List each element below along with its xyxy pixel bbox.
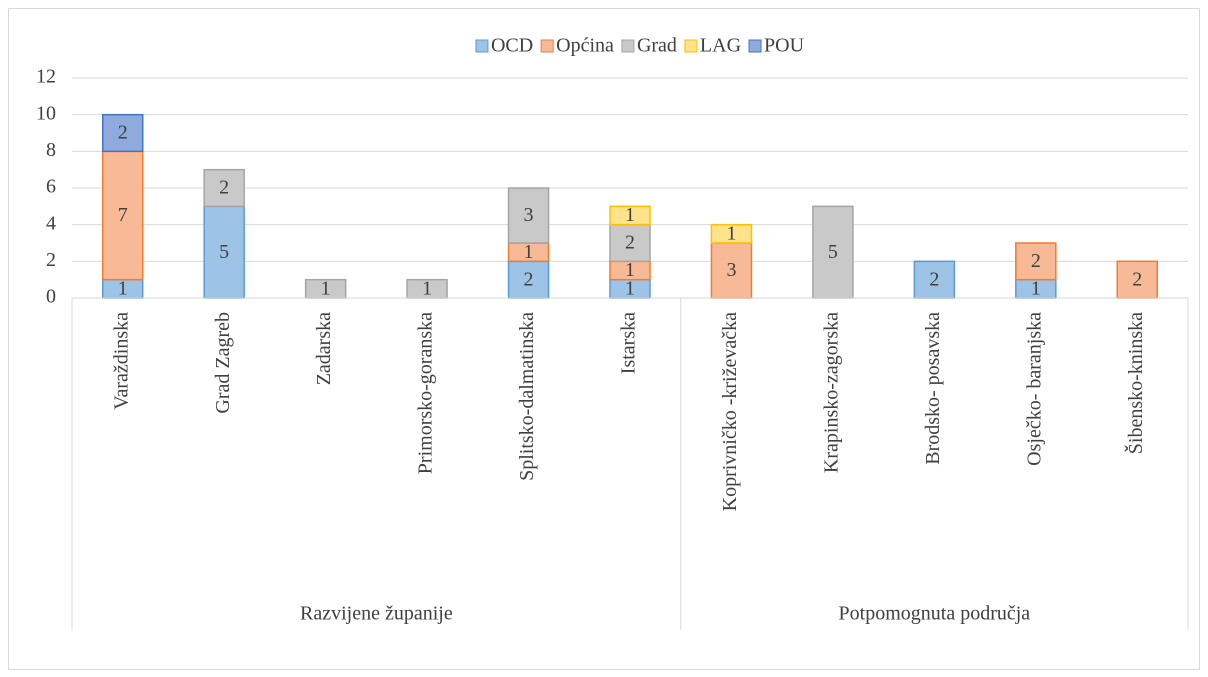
legend-swatch (621, 39, 635, 53)
data-label: 3 (726, 259, 736, 281)
x-tick-label: Primorsko-goranska (415, 312, 437, 474)
legend-swatch (475, 39, 489, 53)
bar-segment (609, 223, 651, 263)
data-label: 2 (524, 268, 534, 290)
bar-segment (710, 242, 753, 299)
y-tick-label: 10 (36, 102, 56, 124)
group-label: Potpomognuta područja (839, 603, 1031, 625)
bar-segment (710, 223, 753, 244)
data-label: 2 (929, 268, 939, 290)
x-tick-label: Varaždinska (110, 312, 132, 410)
y-tick-label: 8 (46, 139, 56, 161)
y-tick-label: 4 (46, 212, 56, 234)
bar-segment (1015, 242, 1057, 281)
data-label: 1 (321, 277, 331, 299)
x-tick-label: Šibensko-kninska (1123, 312, 1147, 454)
data-label: 2 (1132, 268, 1142, 290)
data-label: 1 (1031, 277, 1041, 299)
legend: OCD Općina Grad LAG POU (475, 35, 805, 57)
data-label: 1 (524, 241, 534, 263)
x-tick-label: Brodsko- posavska (922, 312, 944, 465)
data-label: 2 (219, 177, 229, 199)
legend-label: OCD (491, 35, 533, 57)
x-tick-label: Osječko- baranjska (1023, 312, 1045, 466)
data-label: 1 (726, 222, 736, 244)
legend-label: POU (764, 35, 805, 57)
legend-swatch (540, 39, 554, 53)
y-tick-label: 2 (46, 249, 56, 271)
x-tick-label: Splitsko-dalmatinska (516, 312, 538, 481)
data-label: 7 (118, 204, 128, 226)
data-label: 2 (1031, 250, 1041, 272)
y-tick-label: 6 (46, 176, 56, 198)
data-label: 1 (625, 277, 635, 299)
bar-segment (101, 150, 144, 281)
legend-label: LAG (700, 35, 741, 57)
x-tick-label: Koprivničko -križevačka (719, 312, 741, 511)
data-label: 1 (422, 277, 432, 299)
bar-segment (1116, 260, 1159, 299)
y-tick-label: 12 (36, 66, 56, 88)
data-label: 3 (524, 204, 534, 226)
bar-segment (203, 205, 245, 299)
x-tick-label: Grad Zagreb (212, 312, 234, 414)
data-label: 2 (625, 232, 635, 254)
bar-segment (507, 187, 550, 244)
y-tick-label: 0 (46, 286, 56, 308)
bar-segment (812, 205, 854, 299)
x-tick-label: Krapinsko-zagorska (821, 312, 843, 473)
bar-segment (609, 205, 651, 226)
group-label: Razvijene županije (300, 603, 453, 625)
x-tick-label: Zadarska (313, 312, 335, 385)
legend-swatch (684, 39, 698, 53)
bar-segment (203, 168, 245, 208)
legend-label: Općina (556, 35, 614, 57)
chart-frame (8, 8, 1200, 670)
legend-label: Grad (637, 35, 677, 57)
x-tick-label: Istarska (618, 312, 640, 374)
data-label: 1 (118, 277, 128, 299)
data-label: 5 (828, 241, 838, 263)
data-label: 1 (625, 259, 635, 281)
data-label: 5 (219, 241, 229, 263)
data-label: 2 (118, 122, 128, 144)
legend-swatch (748, 39, 762, 53)
bar-segment (507, 260, 550, 299)
bar-segment (101, 113, 144, 153)
data-label: 1 (625, 204, 635, 226)
